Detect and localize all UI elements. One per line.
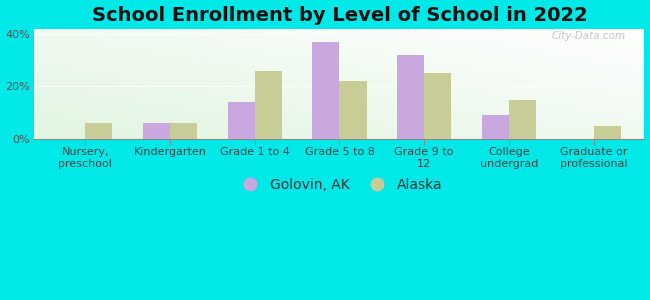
- Bar: [482, 115, 509, 139]
- Legend: Golovin, AK, Alaska: Golovin, AK, Alaska: [231, 173, 448, 198]
- Bar: [143, 123, 170, 139]
- Title: School Enrollment by Level of School in 2022: School Enrollment by Level of School in …: [92, 6, 588, 25]
- Text: City-Data.com: City-Data.com: [552, 31, 626, 41]
- Bar: [397, 55, 424, 139]
- Bar: [593, 126, 621, 139]
- Bar: [170, 123, 197, 139]
- Bar: [509, 100, 536, 139]
- Bar: [313, 42, 339, 139]
- Bar: [424, 74, 451, 139]
- Bar: [85, 123, 112, 139]
- Bar: [255, 71, 282, 139]
- Bar: [339, 81, 367, 139]
- Bar: [227, 102, 255, 139]
